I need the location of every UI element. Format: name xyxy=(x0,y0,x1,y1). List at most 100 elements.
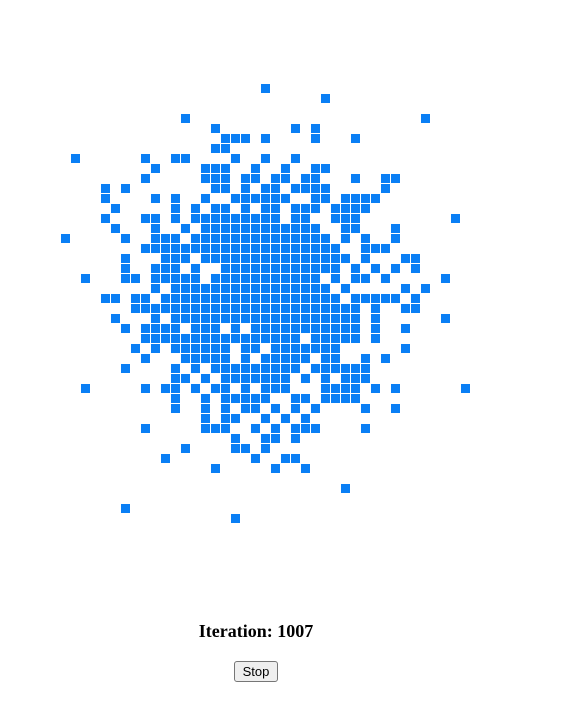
grid-cell-live xyxy=(171,264,180,273)
grid-cell-live xyxy=(311,364,320,373)
grid-cell-live xyxy=(361,194,370,203)
grid-cell-live xyxy=(301,184,310,193)
grid-cell-live xyxy=(161,244,170,253)
grid-cell-live xyxy=(221,224,230,233)
grid-cell-live xyxy=(211,244,220,253)
grid-cell-live xyxy=(231,314,240,323)
grid-cell-live xyxy=(361,204,370,213)
grid-cell-live xyxy=(221,314,230,323)
grid-cell-live xyxy=(191,354,200,363)
grid-cell-live xyxy=(141,354,150,363)
grid-cell-live xyxy=(231,254,240,263)
grid-cell-live xyxy=(201,224,210,233)
grid-cell-live xyxy=(351,174,360,183)
grid-cell-live xyxy=(231,264,240,273)
grid-cell-live xyxy=(201,284,210,293)
grid-cell-live xyxy=(311,334,320,343)
grid-cell-live xyxy=(241,244,250,253)
grid-cell-live xyxy=(241,304,250,313)
stop-button[interactable]: Stop xyxy=(234,661,278,682)
grid-cell-live xyxy=(181,154,190,163)
grid-cell-live xyxy=(151,304,160,313)
grid-cell-live xyxy=(321,184,330,193)
grid-cell-live xyxy=(311,264,320,273)
grid-cell-live xyxy=(151,284,160,293)
grid-cell-live xyxy=(251,274,260,283)
grid-cell-live xyxy=(211,234,220,243)
grid-cell-live xyxy=(241,174,250,183)
grid-cell-live xyxy=(201,424,210,433)
grid-cell-live xyxy=(361,374,370,383)
grid-cell-live xyxy=(341,254,350,263)
grid-cell-live xyxy=(231,434,240,443)
grid-cell-live xyxy=(161,334,170,343)
grid-cell-live xyxy=(121,504,130,513)
grid-cell-live xyxy=(321,364,330,373)
grid-cell-live xyxy=(341,194,350,203)
grid-cell-live xyxy=(281,174,290,183)
grid-cell-live xyxy=(191,284,200,293)
grid-cell-live xyxy=(301,354,310,363)
grid-cell-live xyxy=(121,254,130,263)
grid-cell-live xyxy=(321,384,330,393)
grid-cell-live xyxy=(311,344,320,353)
grid-cell-live xyxy=(141,334,150,343)
grid-cell-live xyxy=(181,374,190,383)
grid-cell-live xyxy=(231,294,240,303)
grid-cell-live xyxy=(241,314,250,323)
grid-cell-live xyxy=(221,424,230,433)
grid-cell-live xyxy=(381,274,390,283)
grid-cell-live xyxy=(261,254,270,263)
grid-cell-live xyxy=(301,204,310,213)
grid-cell-live xyxy=(151,264,160,273)
grid-cell-live xyxy=(401,344,410,353)
grid-cell-live xyxy=(291,424,300,433)
grid-cell-live xyxy=(271,254,280,263)
grid-cell-live xyxy=(241,384,250,393)
grid-cell-live xyxy=(291,324,300,333)
grid-cell-live xyxy=(271,334,280,343)
grid-cell-live xyxy=(211,304,220,313)
grid-cell-live xyxy=(291,254,300,263)
grid-cell-live xyxy=(361,254,370,263)
grid-cell-live xyxy=(291,314,300,323)
grid-cell-live xyxy=(251,304,260,313)
grid-cell-live xyxy=(301,374,310,383)
grid-cell-live xyxy=(251,314,260,323)
grid-cell-live xyxy=(281,314,290,323)
grid-cell-live xyxy=(181,314,190,323)
grid-cell-live xyxy=(211,354,220,363)
grid-cell-live xyxy=(311,284,320,293)
grid-cell-live xyxy=(241,284,250,293)
grid-cell-live xyxy=(301,254,310,263)
grid-cell-live xyxy=(231,414,240,423)
grid-cell-live xyxy=(341,224,350,233)
grid-cell-live xyxy=(341,394,350,403)
grid-cell-live xyxy=(381,184,390,193)
grid-cell-live xyxy=(241,354,250,363)
grid-cell-live xyxy=(341,284,350,293)
grid-cell-live xyxy=(171,234,180,243)
grid-cell-live xyxy=(171,364,180,373)
grid-cell-live xyxy=(211,254,220,263)
grid-cell-live xyxy=(231,394,240,403)
grid-cell-live xyxy=(361,354,370,363)
grid-cell-live xyxy=(261,154,270,163)
grid-cell-live xyxy=(221,264,230,273)
grid-cell-live xyxy=(181,354,190,363)
grid-cell-live xyxy=(291,154,300,163)
grid-cell-live xyxy=(231,214,240,223)
grid-cell-live xyxy=(211,274,220,283)
grid-cell-live xyxy=(271,244,280,253)
grid-cell-live xyxy=(271,194,280,203)
grid-cell-live xyxy=(251,334,260,343)
grid-cell-live xyxy=(341,364,350,373)
grid-cell-live xyxy=(241,394,250,403)
grid-cell-live xyxy=(231,244,240,253)
grid-cell-live xyxy=(251,454,260,463)
grid-cell-live xyxy=(391,224,400,233)
grid-cell-live xyxy=(361,234,370,243)
grid-cell-live xyxy=(141,214,150,223)
grid-cell-live xyxy=(341,334,350,343)
grid-cell-live xyxy=(311,274,320,283)
